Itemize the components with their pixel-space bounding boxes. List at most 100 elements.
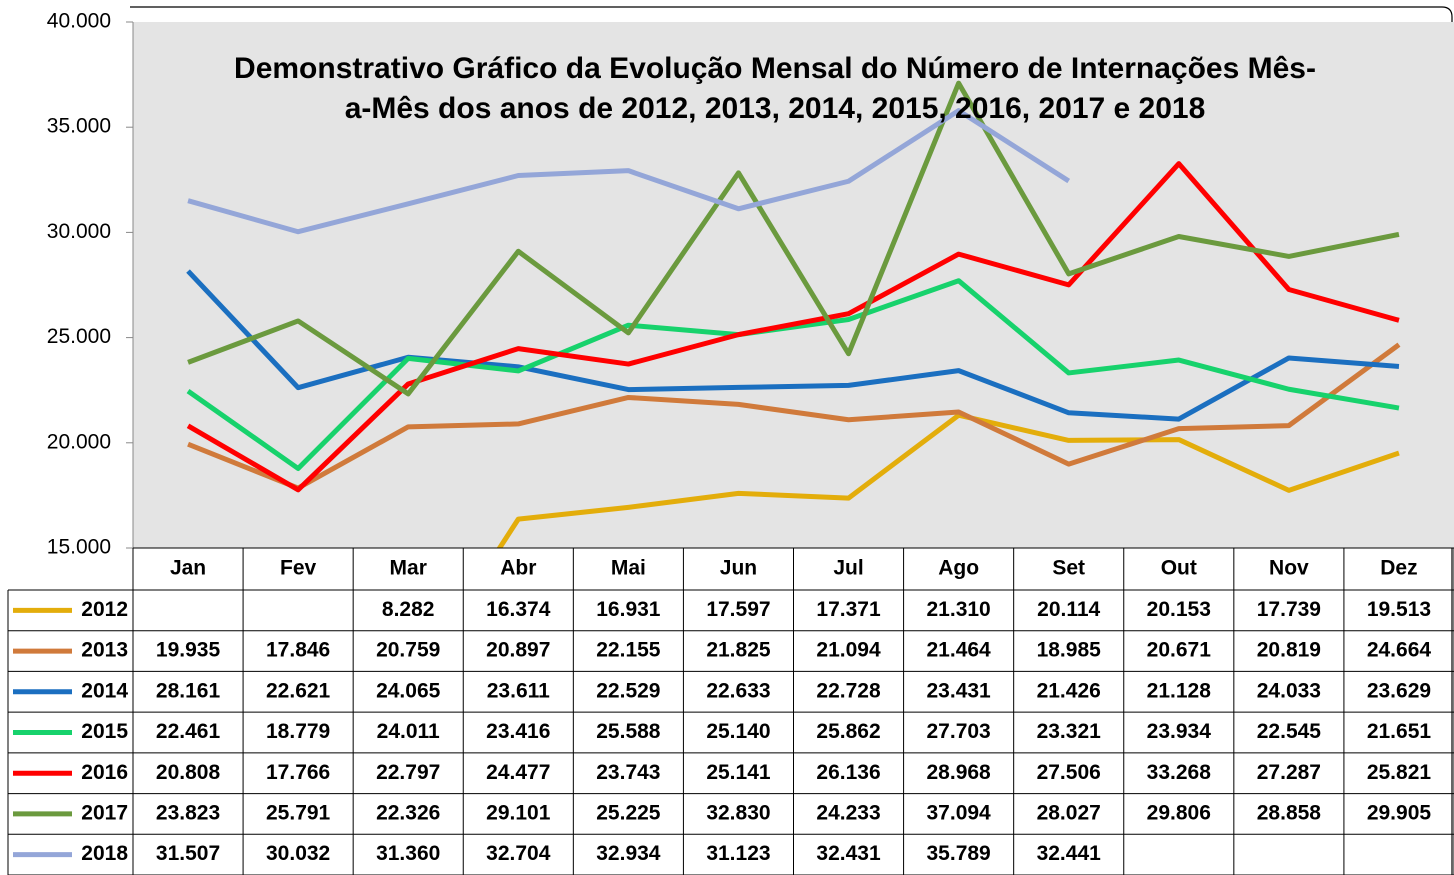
table-value: 28.027: [1037, 801, 1101, 824]
table-value: 23.743: [596, 761, 660, 784]
legend-label: 2016: [81, 761, 128, 784]
table-value: 25.140: [706, 720, 770, 743]
table-value: 18.985: [1037, 639, 1102, 662]
x-tick-label: Mar: [390, 557, 427, 580]
table-value: 33.268: [1147, 761, 1212, 784]
series-line: [186, 269, 1400, 422]
table-value: 31.123: [706, 842, 770, 865]
table-value: 20.897: [486, 639, 550, 662]
table-value: 23.431: [927, 679, 992, 702]
table-value: 20.114: [1037, 598, 1100, 621]
table-value: 23.934: [1147, 720, 1212, 743]
table-value: 22.461: [156, 720, 221, 743]
x-tick-label: Jan: [170, 557, 206, 580]
table-value: 37.094: [927, 801, 992, 824]
line-layer: [186, 80, 1401, 548]
table-value: 23.416: [486, 720, 550, 743]
series-line: [186, 161, 1400, 493]
table-value: 22.155: [596, 639, 661, 662]
x-tick-label: Jun: [720, 557, 757, 580]
table-value: 22.529: [596, 679, 660, 702]
x-tick-label: Nov: [1269, 557, 1309, 580]
table-value: 29.806: [1147, 801, 1211, 824]
table-value: 17.371: [816, 598, 881, 621]
table-value: 22.728: [816, 679, 881, 702]
table-value: 17.846: [266, 639, 330, 662]
table-value: 23.321: [1037, 720, 1102, 743]
table-value: 24.033: [1257, 679, 1321, 702]
table-value: 25.141: [706, 761, 771, 784]
table-value: 22.797: [376, 761, 440, 784]
table-value: 27.506: [1037, 761, 1101, 784]
table-value: 21.128: [1147, 679, 1212, 702]
table-value: 24.011: [377, 720, 440, 743]
table-value: 25.821: [1367, 761, 1432, 784]
y-tick-label: 40.000: [47, 10, 111, 33]
x-tick-label: Set: [1052, 557, 1085, 580]
y-tick-label: 30.000: [47, 220, 111, 243]
table-value: 25.862: [816, 720, 880, 743]
series-line: [496, 412, 1400, 548]
table-value: 19.513: [1367, 598, 1431, 621]
chart-border: [130, 6, 1453, 875]
table-value: 29.905: [1367, 801, 1432, 824]
legend-label: 2014: [81, 679, 128, 702]
y-tick-label: 15.000: [47, 536, 111, 559]
table-value: 35.789: [927, 842, 991, 865]
table-value: 16.931: [596, 598, 661, 621]
y-tick-label: 35.000: [47, 115, 111, 138]
table-value: 20.153: [1147, 598, 1211, 621]
table-value: 22.633: [706, 679, 770, 702]
x-tick-label: Ago: [938, 557, 979, 580]
table-value: 21.464: [927, 639, 992, 662]
table-value: 20.671: [1147, 639, 1212, 662]
table-value: 25.588: [596, 720, 661, 743]
legend-label: 2017: [81, 801, 128, 824]
table-value: 22.545: [1257, 720, 1322, 743]
table-value: 20.759: [376, 639, 440, 662]
table-value: 28.858: [1257, 801, 1322, 824]
y-tick-label: 20.000: [47, 430, 111, 453]
table-value: 23.823: [156, 801, 220, 824]
table-value: 32.704: [486, 842, 551, 865]
table-value: 16.374: [486, 598, 551, 621]
x-tick-label: Out: [1161, 557, 1197, 580]
table-value: 28.161: [156, 679, 221, 702]
table-value: 26.136: [816, 761, 880, 784]
chart-title: a-Mês dos anos de 2012, 2013, 2014, 2015…: [345, 92, 1206, 125]
series-line: [187, 108, 1071, 235]
x-tick-label: Mai: [611, 557, 646, 580]
table-value: 20.808: [156, 761, 221, 784]
table-value: 32.934: [596, 842, 661, 865]
legend-label: 2018: [81, 842, 128, 865]
table-value: 22.621: [266, 679, 331, 702]
table-value: 29.101: [486, 801, 551, 824]
table-value: 23.611: [487, 679, 550, 702]
table-value: 18.779: [266, 720, 330, 743]
table-value: 21.825: [706, 639, 771, 662]
table-value: 17.766: [266, 761, 330, 784]
table-value: 31.360: [376, 842, 440, 865]
table-value: 32.431: [816, 842, 881, 865]
table-value: 32.441: [1037, 842, 1102, 865]
table-value: 31.507: [156, 842, 220, 865]
table-value: 21.094: [816, 639, 881, 662]
table-value: 25.791: [266, 801, 331, 824]
table-value: 24.233: [816, 801, 880, 824]
table-value: 27.287: [1257, 761, 1321, 784]
table-value: 17.597: [706, 598, 770, 621]
series-line: [187, 342, 1401, 491]
legend-label: 2015: [81, 720, 128, 743]
series-line: [186, 278, 1400, 471]
table-value: 23.629: [1367, 679, 1431, 702]
y-tick-label: 25.000: [47, 325, 111, 348]
table-value: 24.477: [486, 761, 550, 784]
table-value: 24.664: [1367, 639, 1432, 662]
table-value: 27.703: [927, 720, 991, 743]
table-value: 8.282: [382, 598, 435, 621]
table-value: 20.819: [1257, 639, 1321, 662]
table-value: 22.326: [376, 801, 440, 824]
table-value: 21.426: [1037, 679, 1101, 702]
x-tick-label: Abr: [500, 557, 536, 580]
